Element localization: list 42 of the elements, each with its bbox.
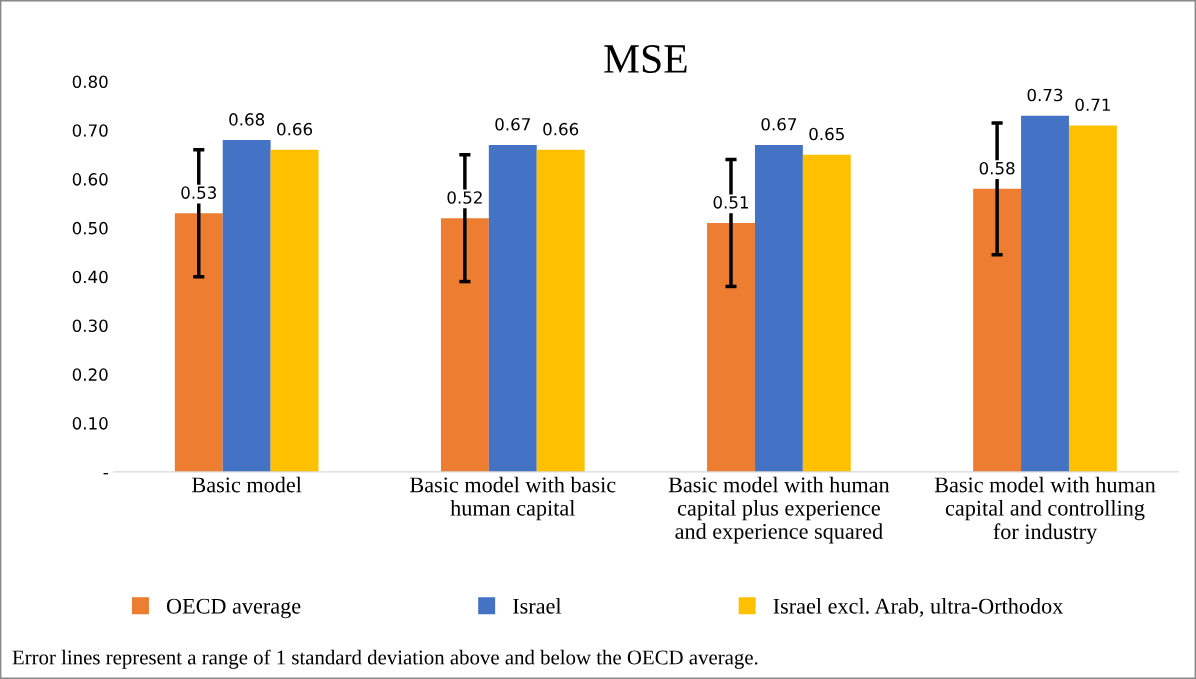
bar [707,223,755,472]
bar [1068,125,1117,472]
bar [440,218,489,472]
x-tick-label: Basic model with basic human capital [410,476,616,521]
legend-label: Israel excl. Arab, ultra-Orthodox [773,598,1064,617]
y-tick-label: 0.50 [72,221,108,235]
x-tick-label: Basic model [192,476,302,493]
chart-title: MSE [604,45,687,74]
y-tick-label: 0.60 [72,173,108,186]
data-label: 0.58 [979,161,1015,175]
bar [174,213,223,472]
x-tick-label: Basic model with human capital and controlling for industry [934,476,1156,544]
bar [270,149,319,472]
data-label: 0.67 [761,117,797,131]
legend-label: Israel [513,598,562,614]
data-label: 0.52 [447,191,482,204]
data-label: 0.51 [713,196,749,209]
data-label: 0.66 [543,122,579,136]
data-label: 0.66 [277,122,313,136]
y-tick-label: 0.30 [72,319,108,333]
y-tick-label: 0.80 [72,75,108,89]
data-label: 0.68 [229,113,265,126]
y-tick-label: 0.70 [72,124,108,137]
bar [488,144,537,472]
y-tick-label: 0.40 [72,270,108,284]
bar [973,188,1022,472]
bar [802,154,851,472]
data-label: 0.65 [809,127,844,141]
text: Error lines represent a range of 1 standard deviation above and below the OECD average. [12,649,758,669]
legend-label: OECD average [166,598,301,619]
y-tick-label: 0.20 [72,368,108,381]
bar [222,140,271,472]
bar [536,149,585,472]
x-tick-label: Basic model with human capital plus experience and experience squared [668,476,890,544]
data-label: 0.67 [495,117,530,131]
y-tick-label: - [103,473,108,475]
y-tick-label: 0.10 [72,417,108,430]
data-label: 0.71 [1075,98,1110,112]
bar [754,144,803,472]
data-label: 0.73 [1027,88,1063,102]
data-label: 0.53 [181,186,216,199]
bar [1021,115,1069,472]
